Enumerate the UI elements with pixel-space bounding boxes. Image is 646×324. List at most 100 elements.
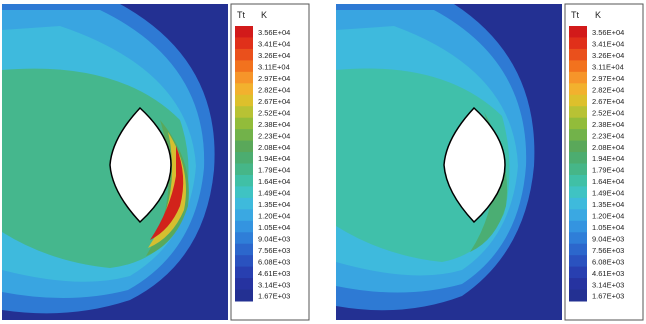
colorbar-swatch-2 [569,37,587,50]
colorbar-tick-label-5: 2.97E+04 [592,74,624,83]
colorbar-tick-label-10: 2.23E+04 [258,131,290,140]
colorbar-swatch-20 [569,243,587,256]
colorbar-swatch-14 [569,174,587,187]
colorbar-tick-label-18: 1.05E+04 [258,223,290,232]
colorbar-tick-label-7: 2.67E+04 [258,97,290,106]
colorbar-swatch-21 [235,255,253,268]
colorbar-variable-label: Tt [237,10,245,20]
colorbar-tick-label-16: 1.35E+04 [592,200,624,209]
colorbar-tick-label-4: 3.11E+04 [592,63,624,72]
colorbar-tick-label-11: 2.08E+04 [592,143,624,152]
right-contour-panel: Tt K 3.56E+04 3.41E+04 3.26E+04 3.11E+04 2.97E… [334,0,646,324]
colorbar-swatch-15 [235,186,253,199]
colorbar-swatch-3 [569,48,587,61]
left-contour-svg: Tt K 3.56E+04 3.41E+04 3.26E+04 3.11E+04 2.97E… [2,3,310,321]
colorbar-tick-label-21: 6.08E+03 [258,257,290,266]
colorbar-tick-label-17: 1.20E+04 [258,212,290,221]
colorbar-unit-label: K [595,10,601,20]
colorbar-tick-label-16: 1.35E+04 [258,200,290,209]
colorbar-swatch-7 [235,94,253,107]
right-contour-svg: Tt K 3.56E+04 3.41E+04 3.26E+04 3.11E+04 2.97E… [336,3,644,321]
colorbar-tick-label-19: 9.04E+03 [592,234,624,243]
colorbar-swatch-18 [569,220,587,233]
colorbar-swatch-17 [235,209,253,222]
body-shape [443,106,506,224]
left-contour-panel: Tt K 3.56E+04 3.41E+04 3.26E+04 3.11E+04 2.97E… [0,0,312,324]
colorbar-tick-label-21: 6.08E+03 [592,257,624,266]
colorbar-swatch-4 [235,60,253,73]
colorbar-tick-label-23: 3.14E+03 [258,280,290,289]
colorbar-swatch-20 [235,243,253,256]
colorbar-swatch-22 [235,266,253,279]
colorbar-tick-label-3: 3.26E+04 [258,51,290,60]
colorbar-tick-label-12: 1.94E+04 [592,154,624,163]
colorbar-tick-label-1: 3.56E+04 [258,28,290,37]
colorbar-tick-label-9: 2.38E+04 [258,120,290,129]
colorbar: Tt K 3.56E+04 3.41E+04 3.26E+04 3.11E+04 2.97E… [564,3,644,321]
colorbar-swatch-10 [569,129,587,142]
colorbar-tick-label-14: 1.64E+04 [258,177,290,186]
colorbar-swatch-14 [235,174,253,187]
colorbar-tick-label-23: 3.14E+03 [592,280,624,289]
colorbar-swatch-19 [235,232,253,245]
colorbar-swatch-9 [235,117,253,130]
colorbar-tick-label-1: 3.56E+04 [592,28,624,37]
colorbar-tick-label-24: 1.67E+03 [592,292,624,301]
contour-plot [2,4,228,320]
colorbar: Tt K 3.56E+04 3.41E+04 3.26E+04 3.11E+04 2.97E… [230,3,310,321]
colorbar-tick-label-15: 1.49E+04 [592,189,624,198]
colorbar-tick-label-10: 2.23E+04 [592,131,624,140]
colorbar-swatch-12 [235,152,253,164]
colorbar-swatch-4 [569,60,587,73]
colorbar-swatch-6 [569,83,587,96]
colorbar-tick-label-22: 4.61E+03 [592,269,624,278]
colorbar-unit-label: K [261,10,267,20]
colorbar-tick-label-15: 1.49E+04 [258,189,290,198]
body-shape [109,106,172,224]
colorbar-tick-label-13: 1.79E+04 [592,166,624,175]
colorbar-tick-label-24: 1.67E+03 [258,292,290,301]
colorbar-swatch-21 [569,255,587,268]
colorbar-tick-label-9: 2.38E+04 [592,120,624,129]
colorbar-tick-label-12: 1.94E+04 [258,154,290,163]
colorbar-tick-label-14: 1.64E+04 [592,177,624,186]
colorbar-variable-label: Tt [571,10,579,20]
colorbar-swatch-8 [569,106,587,119]
colorbar-swatch-10 [235,129,253,142]
colorbar-tick-label-8: 2.52E+04 [258,108,290,117]
colorbar-swatch-15 [569,186,587,199]
colorbar-swatch-23 [235,278,253,291]
colorbar-swatch-8 [235,106,253,119]
colorbar-tick-label-8: 2.52E+04 [592,108,624,117]
colorbar-swatch-3 [235,48,253,61]
colorbar-tick-label-3: 3.26E+04 [592,51,624,60]
colorbar-swatch-7 [569,94,587,107]
colorbar-tick-label-20: 7.56E+03 [258,246,290,255]
colorbar-tick-label-2: 3.41E+04 [592,40,624,49]
colorbar-swatch-11 [569,140,587,153]
colorbar-swatch-13 [235,163,253,176]
colorbar-swatch-1 [235,26,253,38]
colorbar-swatch-19 [569,232,587,245]
colorbar-swatch-2 [235,37,253,50]
temperature-band-7 [150,146,184,240]
colorbar-swatch-23 [569,278,587,291]
colorbar-swatch-17 [569,209,587,222]
colorbar-swatch-5 [235,71,253,84]
colorbar-tick-label-11: 2.08E+04 [258,143,290,152]
contour-plot [336,4,562,320]
colorbar-swatch-6 [235,83,253,96]
colorbar-tick-label-19: 9.04E+03 [258,234,290,243]
colorbar-swatch-22 [569,266,587,279]
colorbar-tick-label-20: 7.56E+03 [592,246,624,255]
colorbar-swatch-24 [569,289,587,302]
colorbar-tick-label-17: 1.20E+04 [592,212,624,221]
colorbar-tick-label-13: 1.79E+04 [258,166,290,175]
colorbar-swatch-24 [235,289,253,302]
colorbar-tick-label-6: 2.82E+04 [592,85,624,94]
colorbar-swatch-16 [235,197,253,210]
colorbar-tick-label-6: 2.82E+04 [258,85,290,94]
colorbar-swatch-16 [569,197,587,210]
colorbar-swatch-12 [569,152,587,164]
colorbar-swatch-18 [235,220,253,233]
